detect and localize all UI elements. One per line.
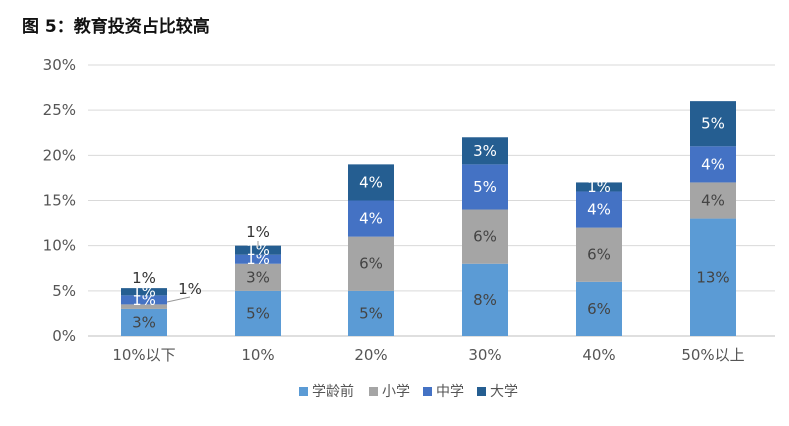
x-tick-label: 40% <box>582 346 615 364</box>
bar-segment-小学 <box>121 304 167 309</box>
bar-segment-小学 <box>235 263 281 291</box>
x-tick-label: 30% <box>468 346 501 364</box>
bar-segment-中学 <box>348 200 394 237</box>
data-label: 5% <box>701 115 725 133</box>
data-label: 8% <box>473 291 497 309</box>
bar-segment-中学 <box>235 254 281 264</box>
bar-segment-中学 <box>462 164 508 210</box>
data-label: 1% <box>587 178 611 196</box>
bar-segment-学龄前 <box>690 218 736 336</box>
bar-segment-大学 <box>576 182 622 192</box>
data-label: 3% <box>246 268 270 286</box>
chart-title: 图 5：教育投资占比较高 <box>22 17 210 37</box>
bar-segment-大学 <box>121 288 167 296</box>
bar-segment-学龄前 <box>576 281 622 336</box>
x-tick-label: 20% <box>354 346 387 364</box>
legend-swatch <box>423 387 432 396</box>
bar-segment-学龄前 <box>462 263 508 336</box>
x-axis-ticks: 10%以下 10% 20% 30% 40% 50%以上 <box>112 346 744 364</box>
legend-swatch <box>299 387 308 396</box>
gridlines <box>88 64 775 337</box>
bar-segment-大学 <box>235 245 281 255</box>
y-tick-label: 30% <box>43 56 76 74</box>
data-label: 3% <box>132 313 156 331</box>
legend-label: 学龄前 <box>312 383 354 400</box>
y-tick-label: 20% <box>43 146 76 164</box>
annotation-label: 1% <box>178 280 202 298</box>
y-tick-label: 15% <box>43 192 76 210</box>
data-label: 6% <box>587 300 611 318</box>
x-tick-label: 10%以下 <box>112 346 175 364</box>
data-label: 3% <box>473 142 497 160</box>
legend-swatch <box>477 387 486 396</box>
legend-label: 中学 <box>436 384 464 400</box>
data-label: 13% <box>696 268 729 286</box>
bar-segment-大学 <box>690 101 736 147</box>
bar-segment-大学 <box>462 137 508 165</box>
bar-segment-小学 <box>462 209 508 264</box>
data-label: 4% <box>359 173 383 191</box>
data-label: 5% <box>359 304 383 322</box>
data-label: 1% <box>132 291 156 309</box>
data-label: 1% <box>132 283 156 301</box>
y-tick-label: 25% <box>43 101 76 119</box>
y-axis-ticks: 0% 5% 10% 15% 20% 25% 30% <box>43 56 76 345</box>
x-tick-label: 50%以上 <box>681 346 744 364</box>
data-label: 5% <box>473 178 497 196</box>
bar-segment-小学 <box>576 227 622 282</box>
bar-segment-中学 <box>121 295 167 305</box>
bars: 3%1%1%5%3%1%1%5%6%4%4%8%6%5%3%6%6%4%1%13… <box>121 101 736 336</box>
data-label: 1% <box>246 241 270 259</box>
data-label: 1% <box>246 250 270 268</box>
data-label: 4% <box>701 192 725 210</box>
data-label: 6% <box>473 228 497 246</box>
annotation-label: 1% <box>246 223 270 241</box>
bar-segment-中学 <box>690 146 736 183</box>
bar-segment-大学 <box>348 164 394 201</box>
annotations: 1%1%1% <box>132 223 270 303</box>
legend-label: 大学 <box>490 384 518 400</box>
bar-segment-学龄前 <box>121 308 167 336</box>
bar-segment-学龄前 <box>348 290 394 336</box>
bar-segment-中学 <box>576 191 622 228</box>
data-label: 4% <box>587 201 611 219</box>
annotation-label: 1% <box>132 269 156 287</box>
y-tick-label: 10% <box>43 237 76 255</box>
data-label: 6% <box>587 246 611 264</box>
legend-swatch <box>369 387 378 396</box>
x-tick-label: 10% <box>241 346 274 364</box>
y-tick-label: 0% <box>52 327 76 345</box>
leader-line <box>166 296 191 303</box>
bar-segment-小学 <box>690 182 736 219</box>
bar-segment-小学 <box>348 236 394 291</box>
legend: 学龄前 小学 中学 大学 <box>299 383 518 400</box>
data-label: 6% <box>359 255 383 273</box>
data-label: 4% <box>359 210 383 228</box>
data-label: 4% <box>701 155 725 173</box>
bar-segment-学龄前 <box>235 290 281 336</box>
data-label: 5% <box>246 304 270 322</box>
legend-label: 小学 <box>382 384 410 400</box>
y-tick-label: 5% <box>52 282 76 300</box>
